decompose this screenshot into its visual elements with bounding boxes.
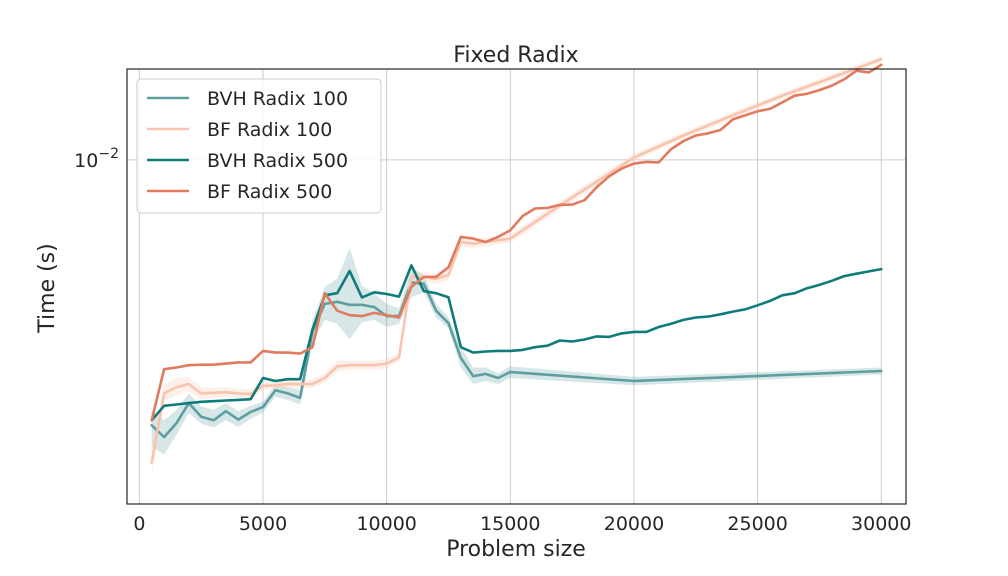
x-tick-label: 25000 [727, 513, 787, 535]
y-axis-label: Time (s) [35, 243, 60, 333]
legend-label: BF Radix 500 [207, 181, 332, 203]
series-line-3 [150, 63, 883, 422]
legend-box [136, 78, 382, 214]
x-tick-labels: 0 5000 10000 15000 20000 25000 30000 [133, 513, 911, 535]
legend-label: BVH Radix 100 [207, 88, 348, 110]
x-axis-label: Problem size [446, 537, 586, 562]
y-tick-labels: 10−2 [74, 146, 119, 172]
x-tick-label: 10000 [356, 513, 416, 535]
series-line-2 [150, 263, 883, 422]
series-lines [150, 57, 883, 465]
confidence-band-0 [151, 247, 882, 455]
legend-label: BVH Radix 500 [207, 150, 348, 172]
x-tick-label: 15000 [480, 513, 540, 535]
chart-title: Fixed Radix [453, 43, 578, 68]
legend-label: BF Radix 100 [207, 119, 332, 141]
series-line-0 [150, 281, 883, 439]
y-tick-label: 10−2 [74, 146, 119, 172]
x-tick-label: 5000 [239, 513, 287, 535]
x-tick-label: 20000 [604, 513, 664, 535]
legend: BVH Radix 100 BF Radix 100 BVH Radix 500 BF… [136, 78, 382, 214]
x-tick-label: 30000 [851, 513, 911, 535]
x-tick-label: 0 [133, 513, 145, 535]
plot-frame [126, 68, 907, 505]
